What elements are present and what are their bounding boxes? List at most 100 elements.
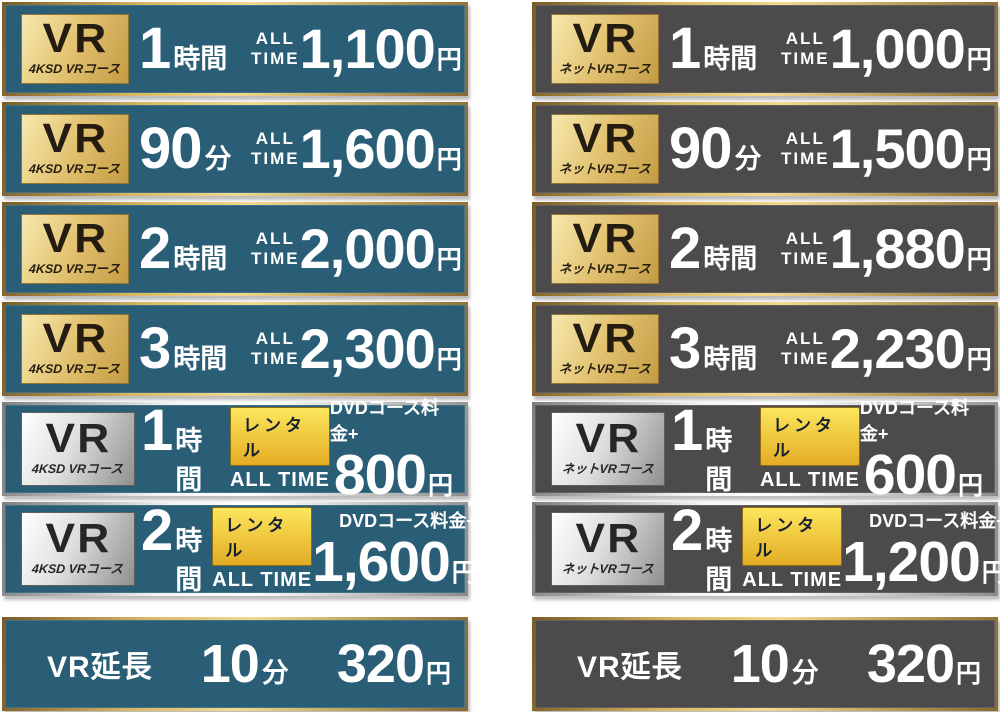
rental-info: レンタル ALL TIME bbox=[229, 406, 330, 492]
duration: 1 時間 bbox=[141, 401, 220, 497]
vr-course-badge: VR 4KSD VRコース bbox=[21, 14, 129, 84]
vr-course-badge: VR 4KSD VRコース bbox=[21, 512, 135, 586]
price-stack: DVDコース料金+ 1,600 円 bbox=[312, 507, 477, 591]
duration-value: 1 bbox=[669, 16, 701, 81]
price: 1,600 円 bbox=[300, 121, 462, 177]
price-value: 2,230 bbox=[829, 317, 966, 380]
price-stack: DVDコース料金+ 800 円 bbox=[330, 394, 453, 504]
rental-badge: レンタル bbox=[229, 406, 330, 466]
price-unit: 円 bbox=[451, 559, 477, 587]
column-net-vr-course: VR ネットVRコース 1 時間 ALL TIME 1,000 円 VR ネット… bbox=[532, 2, 1000, 711]
price-unit: 円 bbox=[436, 46, 462, 74]
alltime-label: ALL TIME bbox=[742, 568, 843, 591]
surcharge-label: DVDコース料金+ bbox=[859, 398, 969, 444]
badge-course-label: ネットVRコース bbox=[558, 162, 652, 177]
price-unit: 円 bbox=[955, 660, 981, 688]
price: 2,300 円 bbox=[300, 321, 462, 377]
surcharge-label: DVDコース料金+ bbox=[869, 511, 1000, 531]
price-value: 1,880 bbox=[829, 217, 966, 280]
price-unit: 円 bbox=[436, 146, 462, 174]
alltime-label: ALL TIME bbox=[251, 229, 300, 268]
price-banner-4ksd-rental-2h: VR 4KSD VRコース 2 時間 レンタル ALL TIME DVDコース料… bbox=[2, 501, 477, 597]
rental-badge: レンタル bbox=[212, 506, 313, 566]
price-banner-net-90m: VR ネットVRコース 90 分 ALL TIME 1,500 円 bbox=[532, 102, 998, 196]
vr-course-badge: VR ネットVRコース bbox=[551, 314, 659, 384]
badge-course-label: ネットVRコース bbox=[561, 562, 655, 577]
price-banner-net-extension: VR延長 10 分 320 円 bbox=[532, 617, 998, 711]
vr-logo: VR bbox=[42, 14, 108, 61]
rental-info: レンタル ALL TIME bbox=[212, 506, 313, 592]
price-banner-4ksd-rental-1h: VR 4KSD VRコース 1 時間 レンタル ALL TIME DVDコース料… bbox=[2, 398, 468, 504]
price-banner-net-rental-1h: VR ネットVRコース 1 時間 レンタル ALL TIME DVDコース料金+… bbox=[532, 397, 998, 504]
duration-unit: 時間 bbox=[705, 425, 733, 495]
duration-unit: 分 bbox=[791, 658, 819, 688]
price-banner-net-3h: VR ネットVRコース 3 時間 ALL TIME 2,230 円 bbox=[532, 302, 998, 396]
price-value: 1,600 bbox=[299, 117, 436, 180]
duration-unit: 分 bbox=[261, 658, 289, 688]
duration-value: 90 bbox=[139, 116, 203, 181]
rental-badge: レンタル bbox=[742, 506, 843, 566]
alltime-label: ALL TIME bbox=[781, 129, 830, 168]
price: 1,880 円 bbox=[830, 221, 992, 277]
duration: 90 分 bbox=[669, 120, 781, 178]
price-value: 600 bbox=[863, 443, 957, 507]
duration: 3 時間 bbox=[669, 320, 781, 378]
alltime-label: ALL TIME bbox=[212, 568, 313, 591]
duration: 2 時間 bbox=[141, 501, 203, 597]
vr-logo: VR bbox=[572, 114, 638, 161]
price-unit: 円 bbox=[966, 146, 992, 174]
price: 320 円 bbox=[337, 637, 451, 691]
price-value: 800 bbox=[333, 443, 427, 507]
column-4ksd-vr-course: VR 4KSD VRコース 1 時間 ALL TIME 1,100 円 VR 4… bbox=[2, 2, 477, 711]
alltime-label: ALL TIME bbox=[251, 129, 300, 168]
duration-unit: 時間 bbox=[703, 344, 758, 374]
price-value: 1,000 bbox=[829, 17, 966, 80]
price: 1,600 円 bbox=[312, 534, 477, 591]
vr-course-badge: VR ネットVRコース bbox=[551, 14, 659, 84]
vr-logo: VR bbox=[45, 414, 111, 461]
duration-value: 1 bbox=[139, 16, 171, 81]
price-banner-net-1h: VR ネットVRコース 1 時間 ALL TIME 1,000 円 bbox=[532, 2, 998, 96]
vr-course-badge: VR ネットVRコース bbox=[551, 214, 659, 284]
vr-logo: VR bbox=[42, 114, 108, 161]
price: 600 円 bbox=[864, 447, 983, 504]
duration-value: 3 bbox=[669, 316, 701, 381]
duration-value: 2 bbox=[669, 216, 701, 281]
duration: 2 時間 bbox=[671, 501, 732, 597]
price-value: 320 bbox=[336, 634, 425, 694]
duration-value: 10 bbox=[200, 634, 260, 694]
duration: 2 時間 bbox=[669, 220, 781, 278]
badge-course-label: ネットVRコース bbox=[558, 362, 652, 377]
duration-value: 1 bbox=[671, 397, 703, 463]
price: 2,000 円 bbox=[300, 221, 462, 277]
vr-logo: VR bbox=[42, 214, 108, 261]
vr-course-badge: VR ネットVRコース bbox=[551, 412, 665, 486]
price-stack: DVDコース料金+ 600 円 bbox=[860, 394, 983, 504]
duration-unit: 時間 bbox=[173, 344, 228, 374]
price-value: 1,600 bbox=[312, 530, 451, 594]
price-unit: 円 bbox=[436, 346, 462, 374]
price-banner-4ksd-90m: VR 4KSD VRコース 90 分 ALL TIME 1,600 円 bbox=[2, 102, 468, 196]
price-banner-4ksd-extension: VR延長 10 分 320 円 bbox=[2, 617, 468, 711]
extension-title: VR延長 bbox=[577, 651, 683, 684]
duration-value: 90 bbox=[669, 116, 733, 181]
alltime-label: ALL TIME bbox=[229, 468, 330, 491]
price: 1,000 円 bbox=[830, 21, 992, 77]
vr-logo: VR bbox=[575, 514, 641, 561]
badge-course-label: 4KSD VRコース bbox=[28, 262, 121, 277]
alltime-label: ALL TIME bbox=[251, 329, 300, 368]
surcharge-label: DVDコース料金+ bbox=[329, 398, 439, 444]
duration-unit: 時間 bbox=[173, 244, 228, 274]
alltime-label: ALL TIME bbox=[759, 468, 860, 491]
duration: 10 分 bbox=[201, 637, 289, 691]
surcharge-label: DVDコース料金+ bbox=[339, 511, 477, 531]
duration-unit: 分 bbox=[734, 144, 762, 174]
price-unit: 円 bbox=[966, 246, 992, 274]
rental-info: レンタル ALL TIME bbox=[742, 506, 843, 592]
duration-unit: 時間 bbox=[175, 525, 203, 595]
rental-badge: レンタル bbox=[759, 406, 860, 466]
duration-value: 2 bbox=[139, 216, 171, 281]
duration-unit: 分 bbox=[204, 144, 232, 174]
price: 320 円 bbox=[867, 637, 981, 691]
vr-course-badge: VR ネットVRコース bbox=[551, 114, 659, 184]
